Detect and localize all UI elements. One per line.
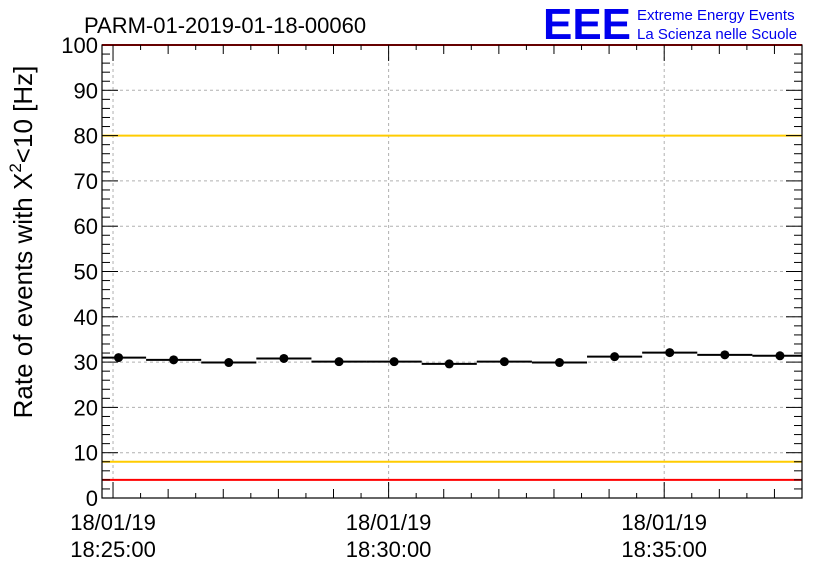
- y-tick-label: 50: [74, 260, 98, 285]
- data-point: [554, 358, 564, 368]
- y-tick-label: 40: [74, 305, 98, 330]
- y-tick-label: 10: [74, 441, 98, 466]
- x-tick-date: 18/01/19: [346, 510, 432, 535]
- data-point: [389, 357, 399, 367]
- plot-frame: [101, 44, 803, 499]
- eee-logo: EEE Extreme Energy Events La Scienza nel…: [543, 0, 797, 49]
- y-tick-label: 30: [74, 350, 98, 375]
- data-point: [610, 352, 620, 362]
- y-axis-label-sup: 2: [6, 163, 25, 172]
- data-point: [775, 351, 785, 361]
- logo-mark: EEE: [543, 0, 631, 49]
- y-tick-label: 20: [74, 395, 98, 420]
- logo-line-1: Extreme Energy Events: [637, 7, 795, 24]
- y-tick-label: 90: [74, 78, 98, 103]
- data-point: [169, 355, 179, 365]
- y-tick-label: 70: [74, 169, 98, 194]
- x-tick-time: 18:30:00: [346, 537, 432, 562]
- y-axis-label-main: Rate of events with X: [8, 173, 38, 419]
- y-tick-label: 0: [86, 486, 98, 511]
- x-tick-time: 18:35:00: [621, 537, 707, 562]
- data-series: [102, 348, 802, 369]
- x-tick-time: 18:25:00: [70, 537, 156, 562]
- reference-lines: [102, 44, 802, 481]
- y-tick-label: 60: [74, 214, 98, 239]
- logo-line-2: La Scienza nelle Scuole: [637, 26, 797, 43]
- data-point: [224, 358, 234, 368]
- axis-ticks: [102, 44, 803, 499]
- data-point: [334, 357, 344, 367]
- data-point: [114, 353, 124, 363]
- y-tick-label: 100: [61, 33, 98, 58]
- data-point: [279, 353, 289, 363]
- x-tick-date: 18/01/19: [70, 510, 156, 535]
- grid: [102, 44, 802, 499]
- y-axis-label: Rate of events with X2<10 [Hz]: [6, 66, 38, 419]
- y-tick-label: 80: [74, 124, 98, 149]
- data-point: [665, 348, 675, 358]
- data-point: [720, 350, 730, 360]
- data-point: [444, 359, 454, 369]
- data-point: [499, 357, 509, 367]
- tick-labels: 010203040506070809010018/01/1918:25:0018…: [61, 33, 707, 562]
- chart-title: PARM-01-2019-01-18-00060: [84, 13, 366, 38]
- x-tick-date: 18/01/19: [621, 510, 707, 535]
- y-axis-label-rest: <10 [Hz]: [8, 66, 38, 164]
